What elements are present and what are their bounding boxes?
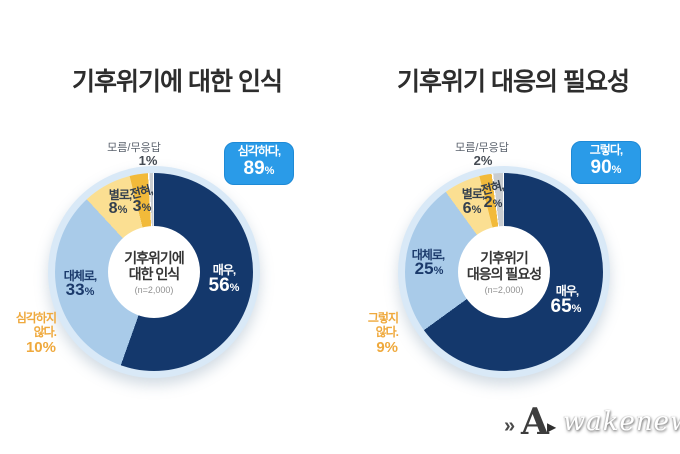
segment-label-byeollo: 별로, <box>461 187 485 201</box>
segment-value-maeu: 65% <box>550 296 582 317</box>
donut-center-title-line2: 대한 인식 <box>128 265 180 282</box>
segment-label-daechero: 대체로, <box>411 248 445 262</box>
donut-center-title-line2: 대응의 필요성 <box>466 265 542 282</box>
segment-value-daechero: 33% <box>65 280 95 299</box>
chart-title-necessity: 기후위기 대응의 필요성 <box>397 68 630 96</box>
callout-value: 90% <box>590 157 622 178</box>
callout-value: 89% <box>243 158 275 179</box>
segment-label-dontknow: 모름/무응답 <box>455 142 509 154</box>
callout-label: 심각하다, <box>237 144 281 158</box>
segment-value-maeu: 56% <box>208 275 240 296</box>
awakenews-watermark: » A ▶ wakenews <box>504 401 680 449</box>
segment-value-daechero: 25% <box>414 259 444 278</box>
segment-label-maeu: 매우, <box>212 263 236 277</box>
segment-value-byeollo: 8% <box>108 200 128 217</box>
segment-label-byeollo: 별로, <box>108 188 132 202</box>
segment-label-daechero: 대체로, <box>63 269 97 283</box>
donut-center-left: 기후위기에 대한 인식 (n=2,000) <box>108 226 200 318</box>
donut-center-title-line1: 기후위기 <box>480 249 529 266</box>
segment-value-dontknow: 2% <box>473 153 493 168</box>
logo-letter-a: A <box>521 401 549 443</box>
segment-label-dontknow: 모름/무응답 <box>107 142 161 154</box>
segment-label-maeu: 매우, <box>555 284 579 298</box>
segment-value-byeollo: 6% <box>462 200 482 217</box>
arrow-icon: ▶ <box>547 420 557 434</box>
callout-label: 그렇다, <box>589 143 623 157</box>
callout-yes-90: 그렇다, 90% <box>571 141 641 184</box>
segment-value-dontknow: 1% <box>138 153 158 168</box>
callout-serious-89: 심각하다, 89% <box>224 142 294 185</box>
logo-wordmark: wakenews <box>563 407 680 437</box>
donut-center-right: 기후위기 대응의 필요성 (n=2,000) <box>458 226 550 318</box>
sample-size: (n=2,000) <box>484 284 524 295</box>
chevrons-icon: » <box>504 415 516 437</box>
sample-size: (n=2,000) <box>134 284 174 295</box>
segment-value-jeonhyeo: 3% <box>132 198 152 215</box>
donut-center-title-line1: 기후위기에 <box>124 249 184 266</box>
segment-value-jeonhyeo: 2% <box>483 194 503 211</box>
rollup-not-yes: 그렇지 않다. 9% <box>367 311 399 356</box>
chart-title-awareness: 기후위기에 대한 인식 <box>72 68 283 96</box>
rollup-not-serious: 심각하지 않다. 10% <box>15 311 57 356</box>
